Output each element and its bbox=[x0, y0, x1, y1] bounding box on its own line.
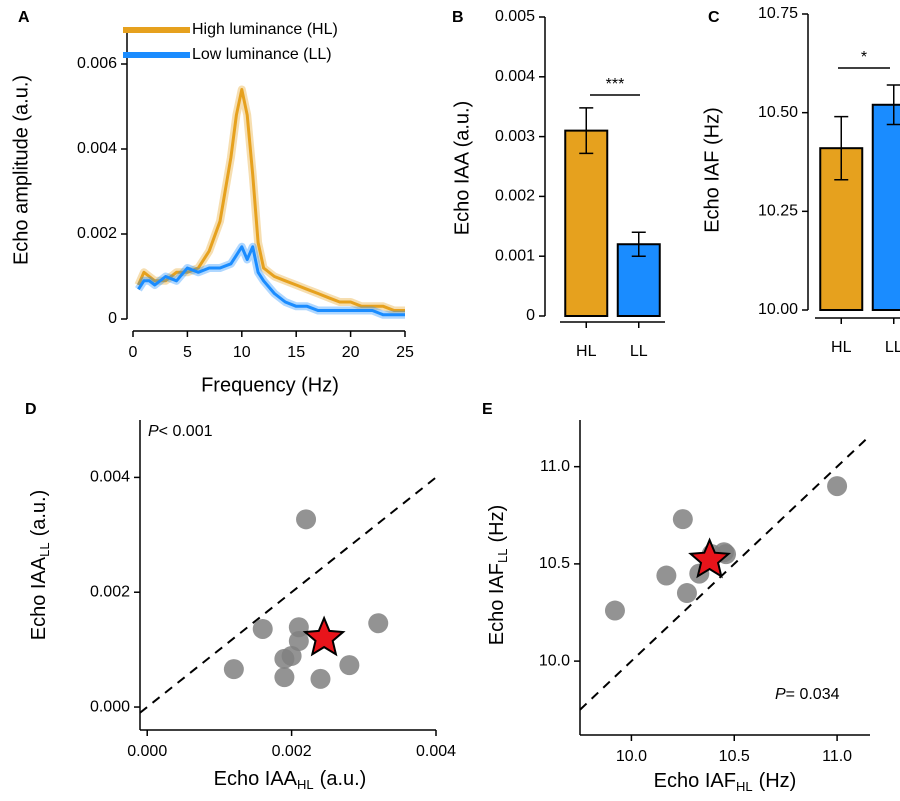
x-tick-label: 0.002 bbox=[272, 743, 312, 760]
x-tick-label: 11.0 bbox=[822, 748, 852, 765]
axis-label-sub: LL bbox=[37, 542, 52, 556]
point bbox=[310, 668, 331, 689]
y-tick-label: 10.00 bbox=[758, 301, 798, 318]
point bbox=[252, 618, 273, 639]
significance-label: *** bbox=[606, 76, 625, 93]
y-tick-label: 0.006 bbox=[77, 55, 117, 72]
y-tick-label: 0.004 bbox=[90, 469, 130, 486]
error-bar bbox=[886, 84, 900, 126]
y-tick-label: 10.75 bbox=[758, 5, 798, 22]
point bbox=[223, 659, 244, 680]
axis-label: Echo IAF (Hz) bbox=[701, 107, 723, 233]
y-tick-label: 0 bbox=[108, 310, 117, 327]
panel-label: A bbox=[18, 9, 30, 26]
panel-label: C bbox=[708, 9, 720, 26]
point bbox=[368, 613, 389, 634]
x-tick-label: HL bbox=[831, 339, 852, 356]
y-tick-label: 0.002 bbox=[77, 225, 117, 242]
y-tick-label: 0 bbox=[526, 307, 535, 324]
y-tick-label: 0.000 bbox=[90, 698, 130, 715]
x-tick-label: 10.0 bbox=[616, 748, 647, 765]
axis-label-unit: (Hz) bbox=[486, 505, 508, 543]
axis-label: Echo IAFHL (Hz) bbox=[654, 770, 797, 794]
axis-label-unit: (a.u.) bbox=[28, 490, 50, 537]
point bbox=[296, 509, 317, 530]
point bbox=[827, 476, 848, 497]
x-tick-label: 0.004 bbox=[416, 743, 456, 760]
y-tick-label: 0.005 bbox=[495, 8, 535, 25]
axis-label: Echo IAAHL (a.u.) bbox=[214, 768, 367, 792]
x-tick-label: 15 bbox=[287, 344, 305, 361]
axis-label-sub: HL bbox=[297, 777, 314, 792]
y-tick-label: 0.001 bbox=[495, 247, 535, 264]
error-bar bbox=[834, 115, 849, 181]
y-tick-label: 10.0 bbox=[539, 652, 570, 669]
p-text: < 0.001 bbox=[159, 423, 213, 440]
axis-label-unit: (Hz) bbox=[759, 770, 797, 792]
legend-label: Low luminance (LL) bbox=[192, 46, 332, 63]
bar bbox=[564, 129, 609, 317]
error-bar bbox=[631, 231, 646, 257]
y-tick-label: 10.50 bbox=[758, 104, 798, 121]
point bbox=[656, 565, 677, 586]
x-tick-label: 10 bbox=[233, 344, 251, 361]
point bbox=[339, 655, 360, 676]
point bbox=[288, 631, 309, 652]
series-line bbox=[137, 245, 405, 317]
x-tick-label: LL bbox=[885, 339, 900, 356]
p-value: P< 0.001 bbox=[148, 423, 213, 440]
axis-label: Echo amplitude (a.u.) bbox=[10, 75, 32, 265]
y-tick-label: 10.5 bbox=[539, 555, 570, 572]
x-tick-label: 25 bbox=[396, 344, 414, 361]
axis-label-unit: (a.u.) bbox=[320, 768, 367, 790]
x-tick-label: HL bbox=[576, 343, 597, 360]
axis-label-text: Echo IAA bbox=[28, 556, 50, 640]
y-tick-label: 0.004 bbox=[77, 140, 117, 157]
series-line bbox=[137, 88, 405, 312]
point bbox=[672, 509, 693, 530]
axis-label-sub: HL bbox=[736, 779, 753, 794]
legend-label: High luminance (HL) bbox=[192, 21, 338, 38]
axis-label: Echo IAALL (a.u.) bbox=[28, 490, 52, 641]
panel-label: E bbox=[482, 401, 493, 418]
error-bar bbox=[579, 107, 594, 155]
y-tick-label: 0.003 bbox=[495, 128, 535, 145]
point bbox=[281, 645, 302, 666]
point bbox=[288, 617, 309, 638]
x-tick-label: 20 bbox=[342, 344, 360, 361]
mean-star bbox=[302, 615, 346, 657]
point bbox=[676, 583, 697, 604]
axis-label: Echo IAFLL (Hz) bbox=[486, 505, 510, 646]
x-tick-label: 0 bbox=[129, 344, 138, 361]
bar bbox=[871, 103, 900, 311]
mean-star bbox=[688, 537, 732, 579]
p-value: P= 0.034 bbox=[775, 686, 840, 703]
identity-line bbox=[579, 434, 871, 711]
axis-label: Frequency (Hz) bbox=[201, 374, 339, 396]
p-symbol: P bbox=[775, 686, 786, 703]
point bbox=[274, 667, 295, 688]
point bbox=[604, 600, 625, 621]
axis-label-text: Echo IAF bbox=[654, 770, 736, 792]
p-symbol: P bbox=[148, 423, 159, 440]
x-tick-label: 0.000 bbox=[127, 743, 167, 760]
x-tick-label: LL bbox=[630, 343, 648, 360]
p-text: = 0.034 bbox=[786, 686, 840, 703]
axis-label-text: Echo IAA bbox=[214, 768, 298, 790]
y-tick-label: 0.002 bbox=[90, 583, 130, 600]
panel-label: D bbox=[25, 401, 37, 418]
panel-label: B bbox=[452, 9, 464, 26]
y-tick-label: 11.0 bbox=[540, 458, 570, 475]
y-tick-label: 10.25 bbox=[758, 203, 798, 220]
x-tick-label: 10.5 bbox=[719, 748, 750, 765]
axis-label: Echo IAA (a.u.) bbox=[451, 101, 473, 236]
significance-label: * bbox=[861, 49, 867, 66]
axis-label-sub: LL bbox=[495, 549, 510, 563]
y-tick-label: 0.002 bbox=[495, 188, 535, 205]
axis-label-text: Echo IAF bbox=[486, 563, 508, 645]
y-tick-label: 0.004 bbox=[495, 68, 535, 85]
x-tick-label: 5 bbox=[183, 344, 192, 361]
